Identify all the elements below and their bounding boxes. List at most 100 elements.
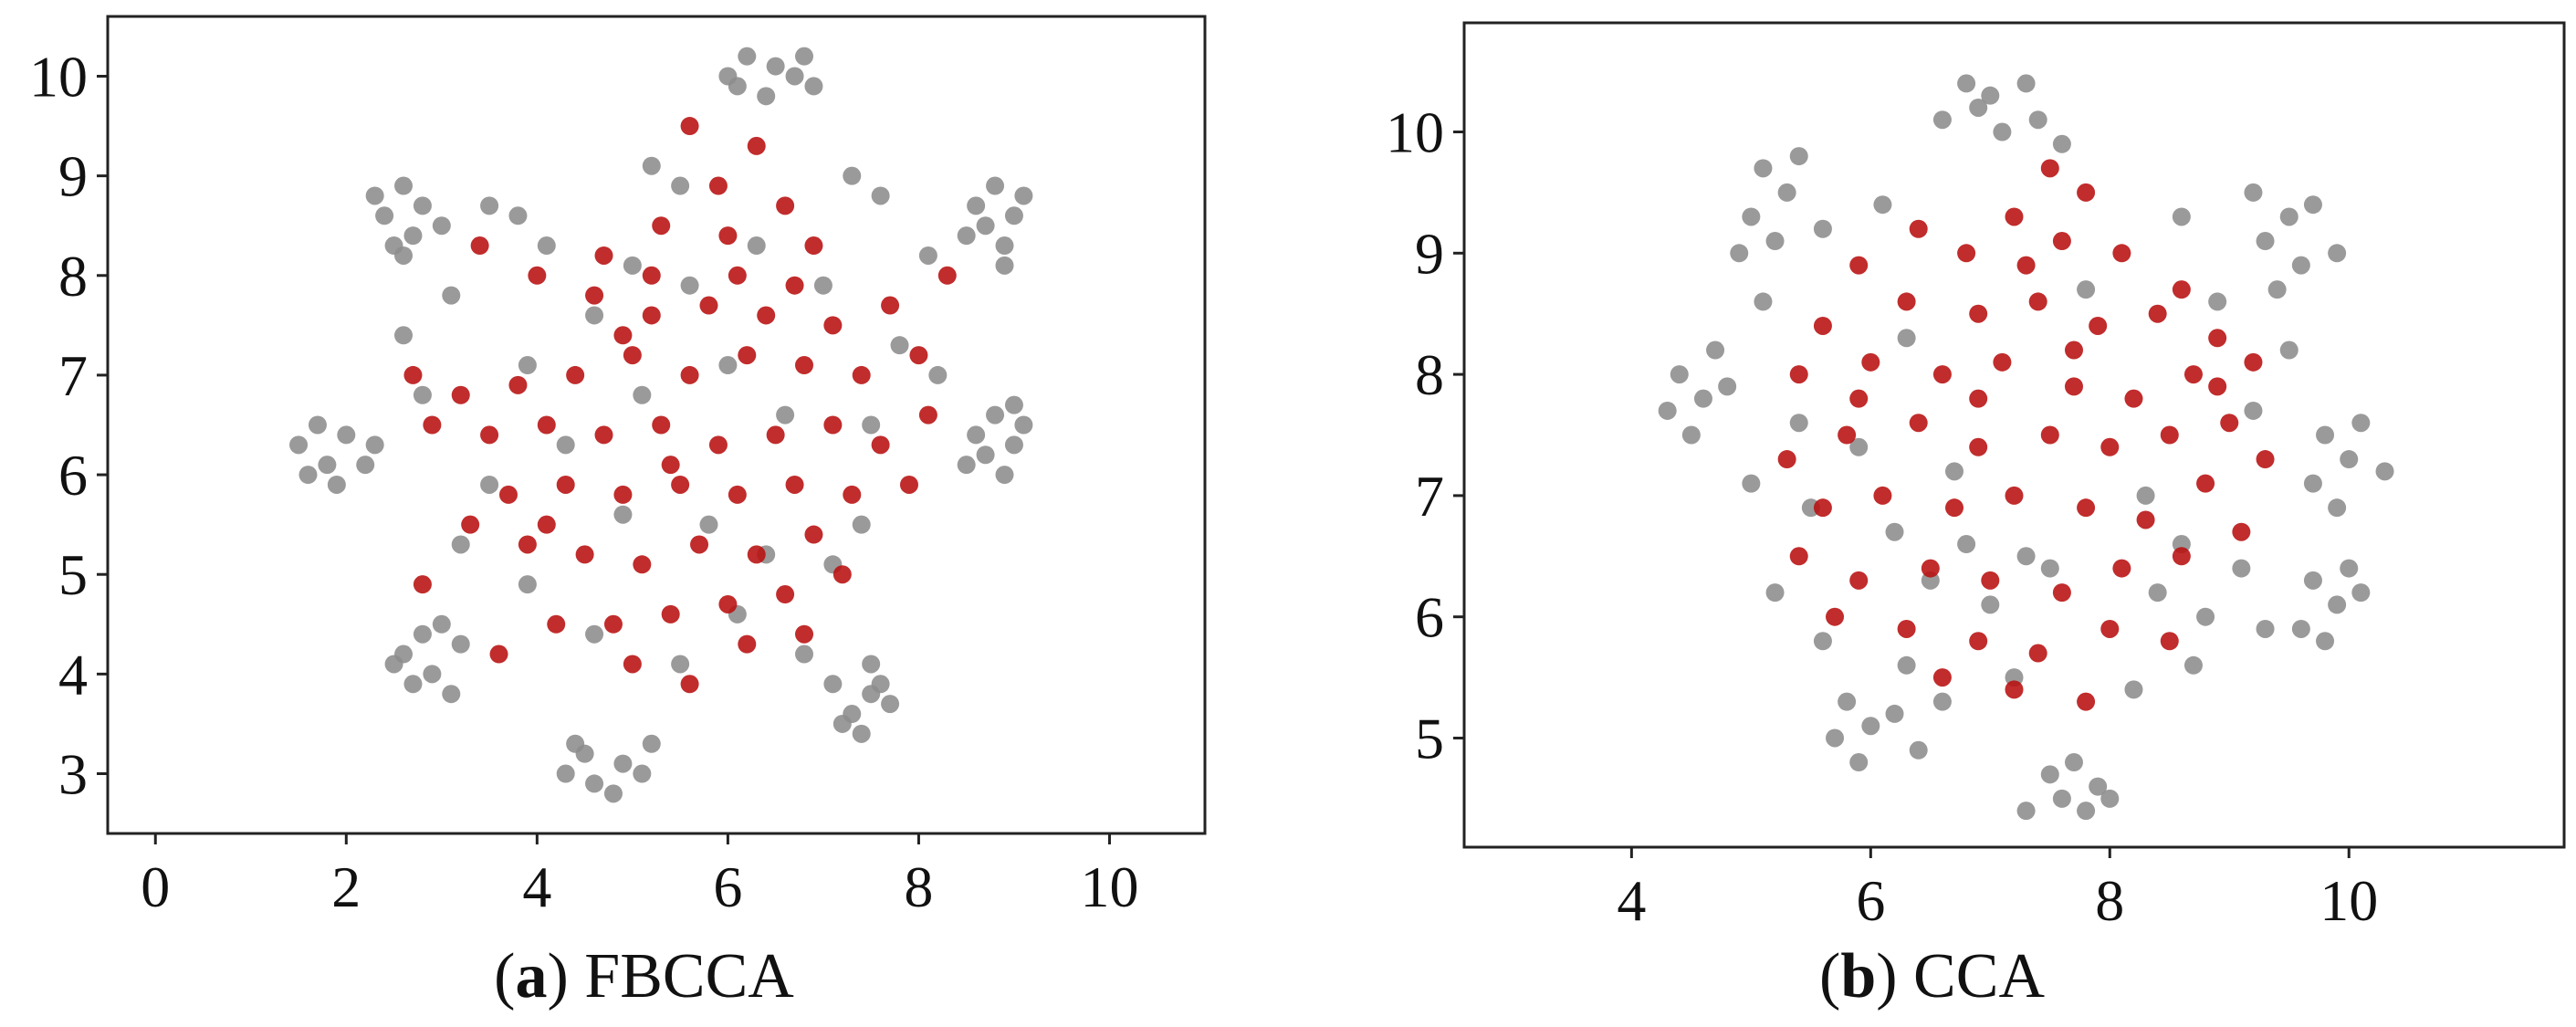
- scatter-point: [2100, 437, 2120, 456]
- scatter-point: [766, 425, 785, 445]
- scatter-point: [432, 216, 451, 236]
- scatter-point: [2244, 401, 2263, 420]
- scatter-point: [413, 385, 432, 404]
- scatter-point: [1849, 753, 1869, 772]
- caption-fbcca: (a) FBCCA: [494, 941, 794, 1011]
- scatter-point: [633, 764, 652, 783]
- scatter-point: [1932, 365, 1952, 384]
- x-tick-label: 0: [141, 854, 170, 919]
- caption-letter: a: [515, 941, 548, 1011]
- x-tick-label: 10: [2319, 868, 2378, 933]
- scatter-point: [528, 266, 547, 285]
- scatter-point: [556, 475, 575, 494]
- scatter-point: [2160, 632, 2179, 651]
- scatter-point: [403, 226, 423, 246]
- scatter-point: [1813, 498, 1832, 518]
- scatter-point: [652, 216, 671, 236]
- y-tick-label: 7: [1415, 464, 1444, 529]
- scatter-point: [1742, 207, 1761, 226]
- scatter-point: [384, 655, 403, 674]
- scatter-point: [1969, 304, 1988, 323]
- scatter-point: [2232, 559, 2251, 578]
- scatter-point: [1849, 389, 1869, 408]
- scatter-point: [1932, 668, 1952, 687]
- x-tick-label: 6: [713, 854, 742, 919]
- scatter-point: [623, 346, 642, 365]
- scatter-point: [757, 306, 776, 325]
- scatter-point: [2232, 522, 2251, 541]
- scatter-point: [2016, 74, 2036, 93]
- scatter-point: [871, 675, 890, 694]
- scatter-point: [1885, 704, 1904, 723]
- scatter-point: [613, 326, 633, 345]
- scatter-point: [2244, 352, 2263, 372]
- scatter-point: [2148, 304, 2167, 323]
- scatter-point: [918, 405, 937, 424]
- scatter-point: [2291, 256, 2310, 275]
- scatter-point: [708, 176, 728, 195]
- panel-cca: 4 6 8 10 5 6 7 8 9 10 (b) CCA: [1288, 0, 2576, 1027]
- scatter-point: [2016, 547, 2036, 566]
- x-tick-label: 4: [522, 854, 551, 919]
- scatter-point: [2279, 341, 2299, 360]
- y-tick-label: 10: [29, 44, 88, 109]
- scatter-point: [1670, 365, 1689, 384]
- y-tick-label: 3: [58, 742, 88, 807]
- scatter-point: [728, 485, 747, 504]
- scatter-point: [1826, 728, 1845, 748]
- scatter-point: [1681, 425, 1701, 445]
- scatter-point: [957, 226, 976, 246]
- scatter-point: [2136, 486, 2155, 505]
- scatter-point: [2005, 207, 2024, 226]
- scatter-point: [738, 47, 757, 66]
- scatter-point: [2052, 134, 2071, 153]
- scatter-point: [442, 685, 461, 704]
- scatter-point: [757, 87, 776, 106]
- scatter-point: [1897, 292, 1916, 311]
- scatter-point: [413, 575, 432, 594]
- scatter-point: [585, 624, 604, 644]
- scatter-point: [776, 405, 795, 424]
- scatter-point: [976, 445, 995, 465]
- scatter-point: [537, 415, 556, 435]
- scatter-point: [804, 236, 823, 256]
- scatter-point: [1849, 571, 1869, 590]
- scatter-point: [413, 624, 432, 644]
- scatter-point: [738, 634, 757, 654]
- scatter-point: [518, 356, 537, 375]
- scatter-point: [337, 425, 356, 445]
- scatter-point: [1969, 389, 1988, 408]
- scatter-point: [1932, 692, 1952, 711]
- scatter-point: [728, 266, 747, 285]
- scatter-point: [575, 545, 594, 564]
- scatter-point: [1754, 292, 1773, 311]
- scatter-point: [1838, 425, 1857, 445]
- scatter-point: [318, 456, 337, 475]
- scatter-point: [327, 475, 346, 494]
- scatter-point: [918, 246, 937, 265]
- scatter-point: [365, 435, 384, 455]
- scatter-point: [585, 306, 604, 325]
- scatter-point: [881, 695, 900, 714]
- scatter-point: [2077, 498, 2096, 518]
- scatter-point: [375, 206, 394, 225]
- scatter-point: [2089, 316, 2108, 335]
- scatter-point: [2052, 232, 2071, 251]
- scatter-point: [642, 306, 661, 325]
- scatter-point: [642, 734, 661, 753]
- x-tick-label: 2: [331, 854, 361, 919]
- scatter-point: [843, 166, 862, 185]
- scatter-point: [986, 405, 1005, 424]
- scatter-point: [1897, 329, 1916, 348]
- scatter-point: [2375, 462, 2394, 481]
- scatter-point: [2316, 425, 2335, 445]
- scatter-point: [594, 246, 613, 265]
- scatter-point: [2208, 377, 2227, 396]
- scatter-point: [680, 675, 699, 694]
- scatter-point: [1718, 377, 1737, 396]
- scatter-point: [862, 415, 881, 435]
- scatter-point: [2303, 195, 2322, 215]
- scatter-point: [2005, 680, 2024, 699]
- caption-text: ) FBCCA: [547, 941, 794, 1011]
- scatter-point: [451, 535, 470, 554]
